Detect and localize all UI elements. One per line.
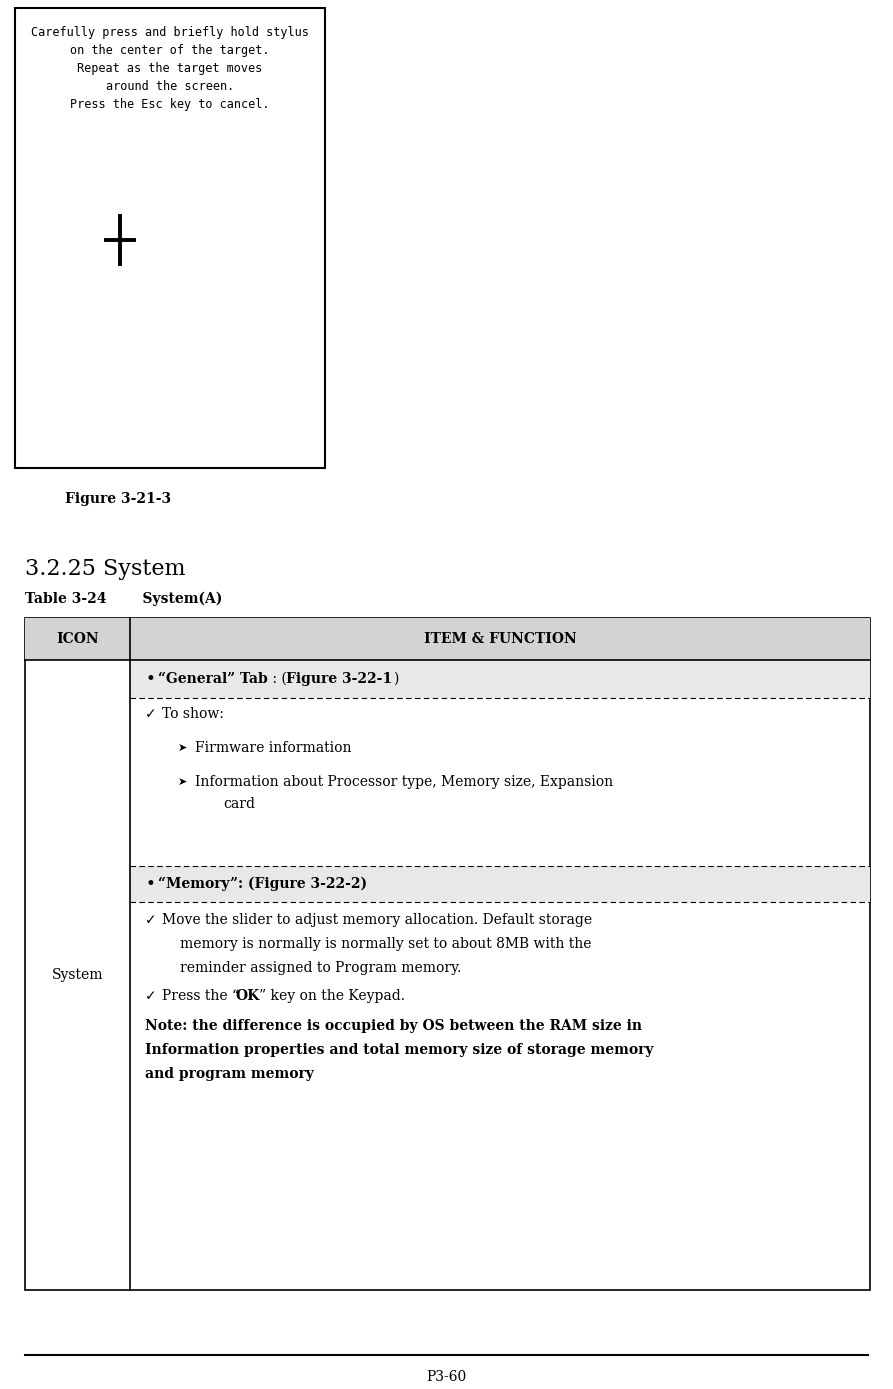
Text: Press the “: Press the “ [162,989,239,1003]
Text: Memory”: (Figure 3-22-2): Memory”: (Figure 3-22-2) [166,876,367,892]
Text: Figure 3-22-1: Figure 3-22-1 [286,672,392,686]
Text: ➤: ➤ [178,776,188,788]
Text: OK: OK [235,989,259,1003]
Text: around the screen.: around the screen. [106,81,234,93]
Text: Carefully press and briefly hold stylus: Carefully press and briefly hold stylus [31,26,309,39]
Text: ✓: ✓ [145,989,156,1003]
Text: •: • [145,875,154,893]
Text: ✓: ✓ [145,913,156,926]
Text: Information about Processor type, Memory size, Expansion: Information about Processor type, Memory… [195,775,613,789]
Text: Note: the difference is occupied by OS between the RAM size in: Note: the difference is occupied by OS b… [145,1020,642,1033]
Text: ✓: ✓ [145,707,156,721]
Text: ” key on the Keypad.: ” key on the Keypad. [259,989,405,1003]
Text: Repeat as the target moves: Repeat as the target moves [78,63,263,75]
Text: 3.2.25 System: 3.2.25 System [25,558,186,581]
Text: and program memory: and program memory [145,1067,313,1081]
Text: Press the Esc key to cancel.: Press the Esc key to cancel. [71,99,270,111]
Text: ICON: ICON [56,632,99,646]
Text: P3-60: P3-60 [426,1370,466,1383]
Bar [25,618,870,660]
Bar [130,660,870,699]
Text: : (: : ( [268,672,287,686]
Bar [130,865,870,901]
Text: Information properties and total memory size of storage memory: Information properties and total memory … [145,1043,654,1057]
Text: ITEM & FUNCTION: ITEM & FUNCTION [423,632,576,646]
Text: Figure 3-21-3: Figure 3-21-3 [65,492,171,506]
Text: Move the slider to adjust memory allocation. Default storage: Move the slider to adjust memory allocat… [162,913,592,926]
Text: “: “ [158,876,166,890]
Text: Table 3-24: Table 3-24 [25,592,106,606]
Text: Firmware information: Firmware information [195,740,352,756]
Text: •: • [145,669,154,688]
Text: reminder assigned to Program memory.: reminder assigned to Program memory. [180,961,462,975]
Text: ): ) [393,672,398,686]
Text: ➤: ➤ [178,743,188,753]
Text: card: card [223,797,255,811]
Text: on the center of the target.: on the center of the target. [71,44,270,57]
Text: System(A): System(A) [123,592,222,607]
Text: memory is normally is normally set to about 8MB with the: memory is normally is normally set to ab… [180,938,591,951]
Bar [25,618,870,1290]
Text: System: System [52,968,104,982]
Text: To show:: To show: [162,707,224,721]
Text: “General” Tab: “General” Tab [158,672,268,686]
Bar [15,8,325,468]
